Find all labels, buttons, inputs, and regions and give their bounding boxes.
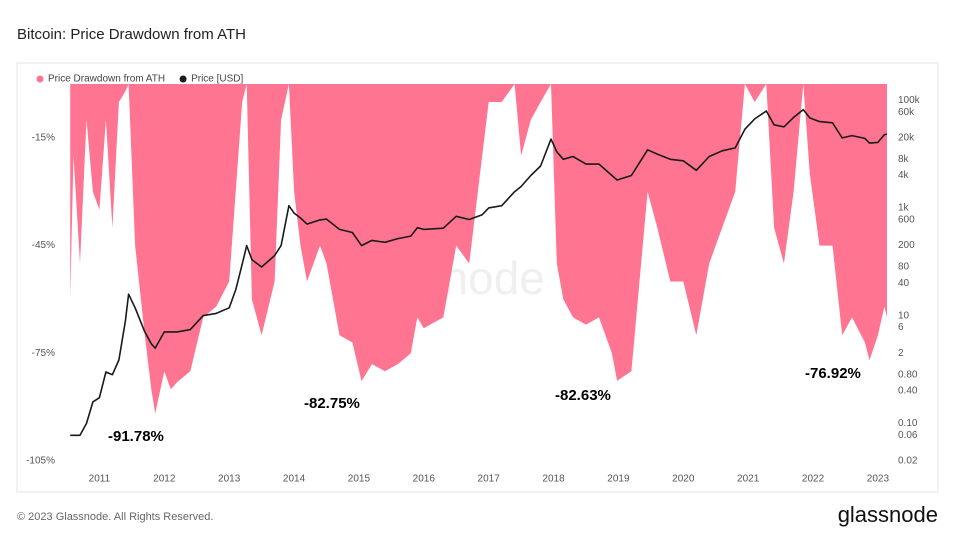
y2-tick-label: 0.80 [898, 369, 918, 380]
y2-tick-label: 10 [898, 310, 910, 321]
y2-tick-label: 100k [898, 95, 921, 106]
chart-frame [16, 62, 939, 493]
y2-tick-label: 40 [898, 278, 910, 289]
y-tick-label: -45% [32, 240, 55, 251]
legend-label: Price Drawdown from ATH [48, 74, 165, 85]
x-tick-label: 2019 [607, 474, 630, 485]
annotation: -82.63% [555, 387, 611, 404]
x-tick-label: 2023 [867, 474, 890, 485]
y2-tick-label: 0.06 [898, 430, 918, 441]
annotation: -91.78% [108, 428, 164, 445]
x-tick-label: 2014 [283, 474, 306, 485]
legend-label: Price [USD] [191, 74, 243, 85]
y2-tick-label: 200 [898, 240, 915, 251]
drawdown-area [70, 84, 887, 414]
y2-tick-label: 8k [898, 154, 910, 165]
y2-tick-label: 4k [898, 170, 910, 181]
y2-tick-label: 60k [898, 107, 915, 118]
x-tick-label: 2017 [478, 474, 501, 485]
annotation: -76.92% [805, 365, 861, 382]
y2-tick-label: 0.02 [898, 456, 918, 467]
x-tick-label: 2012 [153, 474, 176, 485]
y-tick-label: -75% [32, 348, 55, 359]
y2-tick-label: 0.40 [898, 386, 918, 397]
legend-swatch [179, 75, 187, 83]
x-tick-label: 2021 [737, 474, 760, 485]
y2-tick-label: 1k [898, 203, 910, 214]
x-tick-label: 2022 [802, 474, 825, 485]
x-tick-label: 2020 [672, 474, 695, 485]
chart-title: Bitcoin: Price Drawdown from ATH [17, 26, 246, 43]
price-line [70, 108, 888, 437]
y2-tick-label: 20k [898, 132, 915, 143]
x-tick-label: 2018 [542, 474, 565, 485]
x-tick-label: 2011 [89, 474, 111, 485]
y2-tick-label: 6 [898, 322, 904, 333]
x-tick-label: 2013 [218, 474, 241, 485]
y-tick-label: -15% [32, 132, 55, 143]
x-tick-label: 2015 [348, 474, 371, 485]
y2-tick-label: 600 [898, 215, 915, 226]
brand-logo: glassnode [838, 502, 938, 527]
y-tick-label: -105% [26, 456, 55, 467]
annotation: -82.75% [304, 395, 360, 412]
legend-swatch [36, 75, 44, 83]
x-tick-label: 2016 [413, 474, 436, 485]
y2-tick-label: 2 [898, 348, 904, 359]
y2-tick-label: 0.10 [898, 418, 918, 429]
y2-tick-label: 80 [898, 262, 910, 273]
footer: © 2023 Glassnode. All Rights Reserved. [17, 511, 213, 523]
